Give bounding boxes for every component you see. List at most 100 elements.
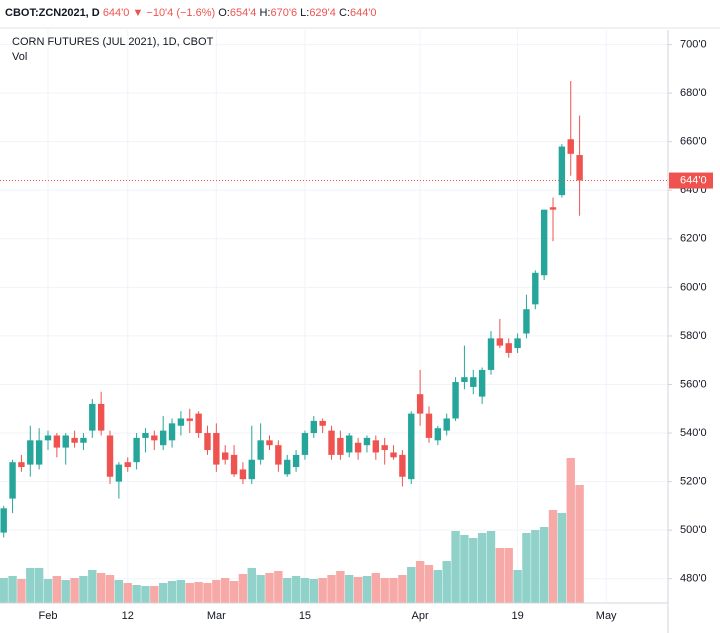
chart-title: CORN FUTURES (JUL 2021), 1D, CBOT bbox=[12, 36, 214, 48]
volume-bar bbox=[345, 575, 354, 603]
volume-bar bbox=[477, 533, 487, 603]
candle-body bbox=[177, 418, 185, 426]
ohlc-value: 654'4 bbox=[230, 7, 257, 19]
x-tick-label: Apr bbox=[412, 610, 429, 622]
volume-bar bbox=[203, 583, 212, 603]
volume-bar bbox=[34, 568, 44, 603]
candle-body bbox=[390, 452, 397, 458]
volume-bar bbox=[221, 578, 230, 603]
y-tick-label: 580'0 bbox=[680, 330, 707, 342]
volume-bar bbox=[495, 548, 505, 603]
volume-bar bbox=[557, 513, 567, 603]
volume-bar bbox=[167, 581, 177, 603]
volume-bar bbox=[70, 578, 79, 603]
candle-body bbox=[18, 462, 25, 468]
candle-body bbox=[443, 418, 450, 431]
header: CBOT:ZCN2021, D 644'0 ▼ −10'4 (−1.6%) O:… bbox=[5, 7, 377, 19]
volume-bar bbox=[353, 577, 363, 603]
volume-bar bbox=[380, 578, 389, 603]
x-tick-label: Mar bbox=[207, 610, 226, 622]
volume-bar bbox=[150, 586, 159, 603]
volume-pane bbox=[0, 458, 584, 603]
candle-body bbox=[257, 440, 264, 460]
candle-body bbox=[9, 462, 16, 499]
candle-body bbox=[0, 508, 7, 533]
candle-body bbox=[204, 433, 211, 451]
volume-bar bbox=[141, 586, 150, 603]
candle-body bbox=[328, 430, 335, 455]
candles bbox=[0, 80, 583, 538]
candle-body bbox=[337, 437, 344, 455]
candle-body bbox=[62, 435, 69, 448]
candle-body bbox=[319, 420, 326, 426]
candle-body bbox=[354, 442, 362, 453]
volume-bar bbox=[238, 574, 248, 603]
candle-body bbox=[452, 382, 459, 419]
candle-body bbox=[115, 464, 123, 482]
ohlc-label: H: bbox=[259, 7, 270, 19]
candle-body bbox=[89, 403, 96, 431]
volume-bar bbox=[433, 570, 443, 603]
volume-bar bbox=[105, 575, 115, 603]
candle-body bbox=[496, 338, 504, 346]
candle-body bbox=[558, 146, 566, 196]
y-tick-label: 560'0 bbox=[680, 378, 707, 390]
candle-body bbox=[284, 459, 291, 475]
candle-body bbox=[470, 377, 477, 387]
ohlc-label: O: bbox=[218, 7, 230, 19]
volume-bar bbox=[52, 576, 62, 603]
grid bbox=[0, 30, 668, 603]
candle-body bbox=[461, 377, 468, 383]
x-tick-label: 19 bbox=[511, 610, 523, 622]
x-tick-label: Feb bbox=[39, 610, 58, 622]
candle-body bbox=[292, 454, 300, 468]
candle-body bbox=[549, 207, 557, 210]
volume-bar bbox=[158, 583, 168, 603]
change: ▼ −10'4 (−1.6%) bbox=[132, 7, 215, 19]
volume-bar bbox=[424, 565, 434, 603]
volume-bar bbox=[371, 573, 381, 603]
volume-bar bbox=[300, 578, 310, 603]
candle-body bbox=[532, 272, 539, 305]
volume-bar bbox=[539, 527, 549, 603]
candle-body bbox=[478, 369, 486, 397]
candle-body bbox=[301, 433, 309, 455]
volume-bar bbox=[79, 576, 88, 603]
volume-bar bbox=[0, 578, 8, 603]
volume-bar bbox=[469, 538, 478, 603]
y-tick-label: 520'0 bbox=[680, 476, 707, 488]
volume-bar bbox=[318, 578, 327, 603]
candle-body bbox=[266, 440, 273, 446]
volume-bar bbox=[247, 568, 256, 603]
candle-body bbox=[222, 452, 229, 460]
candle-body bbox=[159, 430, 167, 446]
volume-bar bbox=[486, 531, 496, 603]
volume-bar bbox=[531, 530, 540, 603]
volume-bar bbox=[61, 580, 70, 603]
candle-body bbox=[487, 338, 495, 370]
candle-body bbox=[133, 437, 140, 463]
candle-body bbox=[168, 423, 176, 441]
ohlc-label: C: bbox=[339, 7, 350, 19]
candle-body bbox=[151, 435, 158, 441]
volume-bar bbox=[504, 548, 513, 603]
candle-body bbox=[97, 403, 105, 431]
volume-bar bbox=[194, 582, 203, 603]
candle-body bbox=[540, 209, 548, 276]
candle-body bbox=[425, 413, 433, 438]
candle-body bbox=[239, 469, 247, 480]
volume-bar bbox=[132, 585, 141, 603]
candle-body bbox=[80, 437, 87, 443]
volume-bar bbox=[176, 580, 186, 603]
last-price-label: 644'0 bbox=[680, 174, 707, 186]
volume-bar bbox=[229, 581, 239, 603]
candle-body bbox=[310, 420, 317, 434]
volume-bar bbox=[212, 580, 221, 603]
candle-body bbox=[230, 454, 238, 475]
volume-bar bbox=[123, 583, 132, 603]
y-tick-label: 680'0 bbox=[680, 87, 707, 99]
y-tick-label: 620'0 bbox=[680, 233, 707, 245]
volume-bar bbox=[43, 579, 53, 603]
volume-bar bbox=[8, 576, 17, 603]
